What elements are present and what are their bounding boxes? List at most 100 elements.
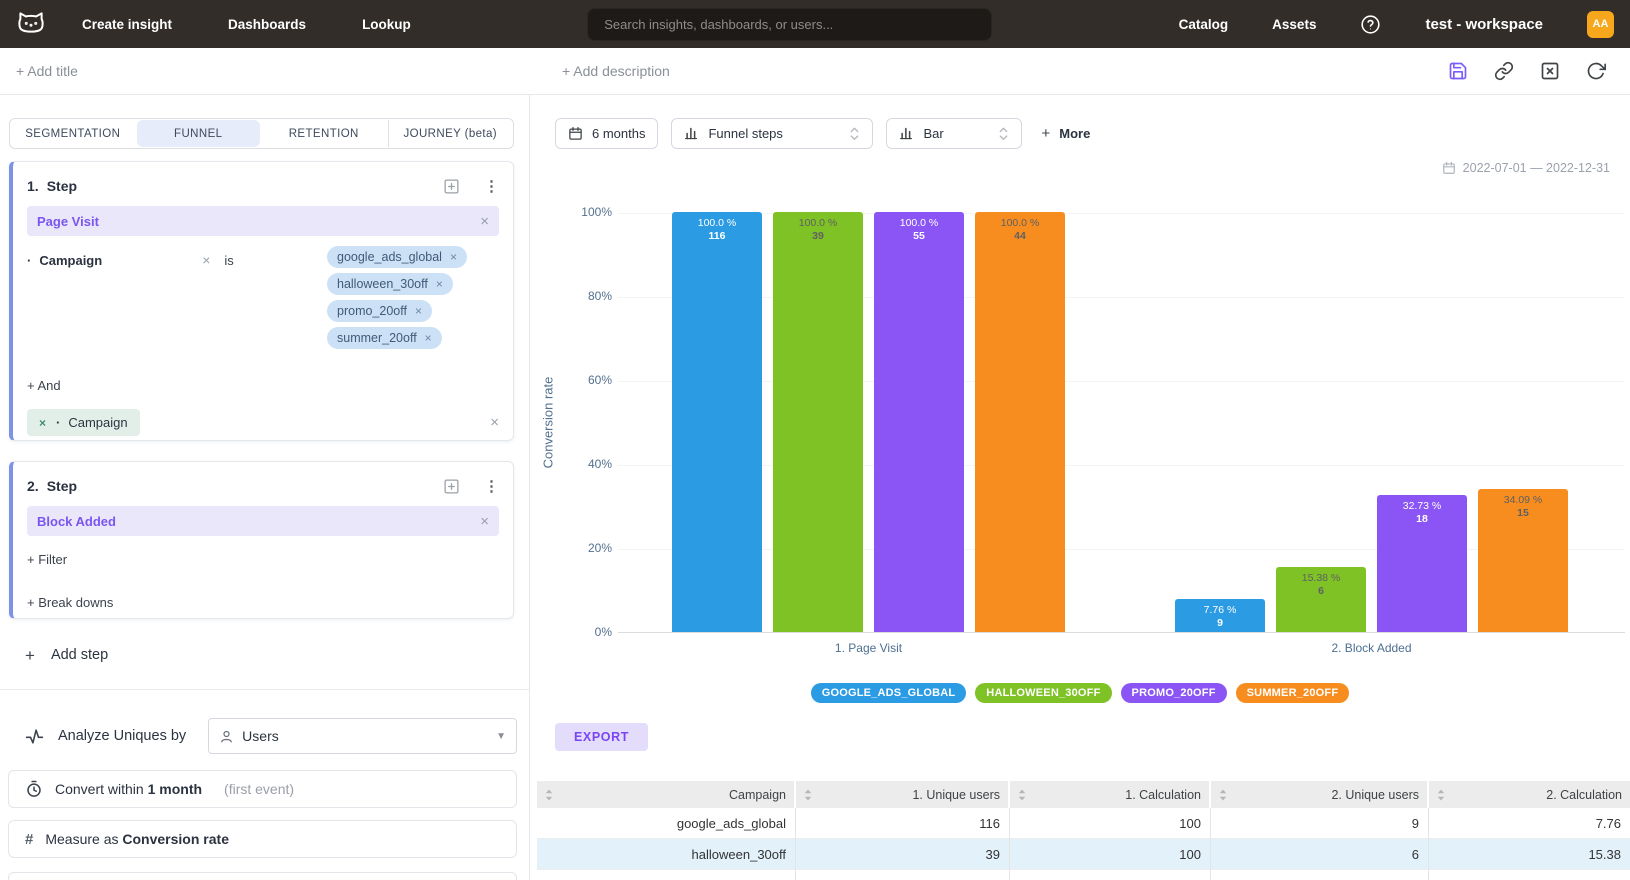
export-button[interactable]: EXPORT (555, 723, 648, 751)
legend-item-halloween-30off[interactable]: HALLOWEEN_30OFF (975, 683, 1112, 703)
sort-icon (1219, 789, 1227, 800)
step-menu-icon[interactable]: ⋮ (484, 177, 499, 195)
view-mode-select[interactable]: Funnel steps (671, 118, 874, 149)
legend-item-summer-20off[interactable]: SUMMER_20OFF (1235, 683, 1350, 703)
remove-breakdown-icon[interactable]: × (39, 415, 47, 430)
breakdown-property: Campaign (56, 415, 127, 430)
workspace-switcher[interactable]: test - workspace (1425, 15, 1543, 33)
step-number: 2. (27, 478, 39, 494)
step-title: Step (46, 178, 78, 194)
table-header-1-unique-users[interactable]: 1. Unique users (796, 781, 1010, 808)
legend-item-google-ads-global[interactable]: GOOGLE_ADS_GLOBAL (810, 683, 967, 703)
table-cell: 15.38 (1429, 839, 1630, 870)
more-label: More (1059, 126, 1091, 141)
bar-halloween-30off-1-page-visit[interactable]: 100.0 % 39 (773, 212, 863, 632)
remove-value-icon[interactable]: × (424, 331, 432, 345)
bar-google-ads-global-2-block-added[interactable]: 7.76 % 9 (1175, 599, 1265, 632)
avatar[interactable]: AA (1587, 10, 1614, 38)
filter-value-chip-summer-20off[interactable]: summer_20off × (327, 327, 442, 349)
filter-value-chip-google-ads-global[interactable]: google_ads_global × (327, 246, 467, 268)
tab-funnel[interactable]: FUNNEL (136, 120, 260, 147)
table-cell: 9 (1211, 808, 1429, 839)
view-mode-value: Funnel steps (708, 126, 783, 141)
navbar-right-links: Catalog Assets (1179, 17, 1317, 32)
event-selector[interactable]: Block Added × (27, 506, 499, 536)
remove-value-icon[interactable]: × (449, 250, 457, 264)
remove-value-icon[interactable]: × (414, 304, 422, 318)
chart-panel: 6 months Funnel steps (530, 95, 1630, 880)
add-breakdowns-button[interactable]: + Break downs (27, 595, 114, 610)
breakdown-row: × Campaign × (27, 409, 499, 436)
remove-breakdown-row-icon[interactable]: × (490, 414, 499, 431)
table-cell (796, 870, 1010, 880)
bar-summer-20off-2-block-added[interactable]: 34.09 % 15 (1478, 489, 1568, 632)
save-icon[interactable] (1448, 61, 1468, 81)
table-header-2-calculation[interactable]: 2. Calculation (1429, 781, 1630, 808)
table-header-campaign[interactable]: Campaign (537, 781, 796, 808)
table-row[interactable]: google_ads_global 116 100 9 7.76 (537, 808, 1630, 839)
convert-prefix: Convert within (55, 781, 144, 797)
duplicate-step-icon[interactable] (443, 178, 460, 195)
nav-link-lookup[interactable]: Lookup (362, 16, 411, 32)
breakdown-chip[interactable]: × Campaign (27, 409, 140, 436)
filter-value-chip-promo-20off[interactable]: promo_20off × (327, 300, 432, 322)
date-range-text: 2022-07-01 — 2022-12-31 (1462, 161, 1610, 175)
step-menu-icon[interactable]: ⋮ (484, 477, 499, 495)
add-and-condition[interactable]: + And (27, 378, 61, 393)
filter-property[interactable]: Campaign (27, 253, 102, 268)
table-row[interactable]: halloween_30off 39 100 6 15.38 (537, 839, 1630, 870)
bar-summer-20off-1-page-visit[interactable]: 100.0 % 44 (975, 212, 1065, 632)
add-title-button[interactable]: + Add title (16, 63, 78, 79)
analyze-entity-select[interactable]: Users ▼ (208, 718, 517, 754)
refresh-icon[interactable] (1586, 61, 1606, 81)
filter-operator[interactable]: is (224, 252, 234, 268)
bar-promo-20off-1-page-visit[interactable]: 100.0 % 55 (874, 212, 964, 632)
sort-icon (1437, 789, 1445, 800)
remove-event-icon[interactable]: × (480, 212, 489, 230)
step-card-1: 1. Step ⋮ Page Visit × (9, 161, 514, 441)
help-icon[interactable] (1360, 14, 1381, 35)
more-options-button[interactable]: + More (1041, 125, 1090, 142)
table-header-2-unique-users[interactable]: 2. Unique users (1211, 781, 1429, 808)
table-header-1-calculation[interactable]: 1. Calculation (1010, 781, 1211, 808)
bar-google-ads-global-1-page-visit[interactable]: 100.0 % 116 (672, 212, 762, 632)
filter-value-chip-halloween-30off[interactable]: halloween_30off × (327, 273, 453, 295)
nav-link-create-insight[interactable]: Create insight (82, 16, 173, 32)
measure-value: Conversion rate (122, 831, 229, 847)
tab-journey-beta[interactable]: JOURNEY (beta) (387, 120, 513, 147)
close-box-icon[interactable] (1540, 61, 1560, 81)
table-cell: 116 (796, 808, 1010, 839)
remove-value-icon[interactable]: × (435, 277, 443, 291)
search-input[interactable] (587, 7, 993, 41)
bar-halloween-30off-2-block-added[interactable]: 15.38 % 6 (1276, 567, 1366, 632)
event-selector[interactable]: Page Visit × (27, 206, 499, 236)
chart-date-range: 2022-07-01 — 2022-12-31 (1442, 161, 1610, 175)
add-description-button[interactable]: + Add description (562, 63, 670, 79)
table-body: google_ads_global 116 100 9 7.76 halloween_30… (537, 808, 1630, 880)
date-range-button[interactable]: 6 months (555, 118, 659, 149)
add-step-label: Add step (50, 647, 109, 663)
cat-logo-icon[interactable] (16, 9, 46, 39)
tab-retention[interactable]: RETENTION (288, 127, 359, 140)
legend-item-promo-20off[interactable]: PROMO_20OFF (1120, 683, 1227, 703)
chart-type-select[interactable]: Bar (886, 118, 1023, 149)
nav-link-dashboards[interactable]: Dashboards (228, 16, 307, 32)
nav-link-catalog[interactable]: Catalog (1178, 16, 1229, 32)
next-setting-box[interactable] (8, 872, 517, 880)
table-cell (1429, 870, 1630, 880)
tab-segmentation[interactable]: SEGMENTATION (25, 127, 121, 140)
add-filter-button[interactable]: + Filter (27, 552, 68, 567)
conversion-window-setting[interactable]: Convert within 1 month (first event) (8, 770, 517, 808)
nav-link-assets[interactable]: Assets (1272, 16, 1317, 32)
remove-event-icon[interactable]: × (480, 512, 489, 530)
add-step-button[interactable]: + Add step (25, 645, 529, 665)
table-row[interactable] (537, 870, 1630, 880)
duplicate-step-icon[interactable] (443, 478, 460, 495)
remove-filter-icon[interactable]: × (202, 252, 211, 268)
table-cell (537, 870, 796, 880)
y-axis-title: Conversion rate (540, 376, 556, 469)
measure-setting[interactable]: # Measure as Conversion rate (8, 820, 517, 858)
table-cell: 7.76 (1429, 808, 1630, 839)
link-icon[interactable] (1494, 61, 1514, 81)
bar-promo-20off-2-block-added[interactable]: 32.73 % 18 (1377, 495, 1467, 632)
